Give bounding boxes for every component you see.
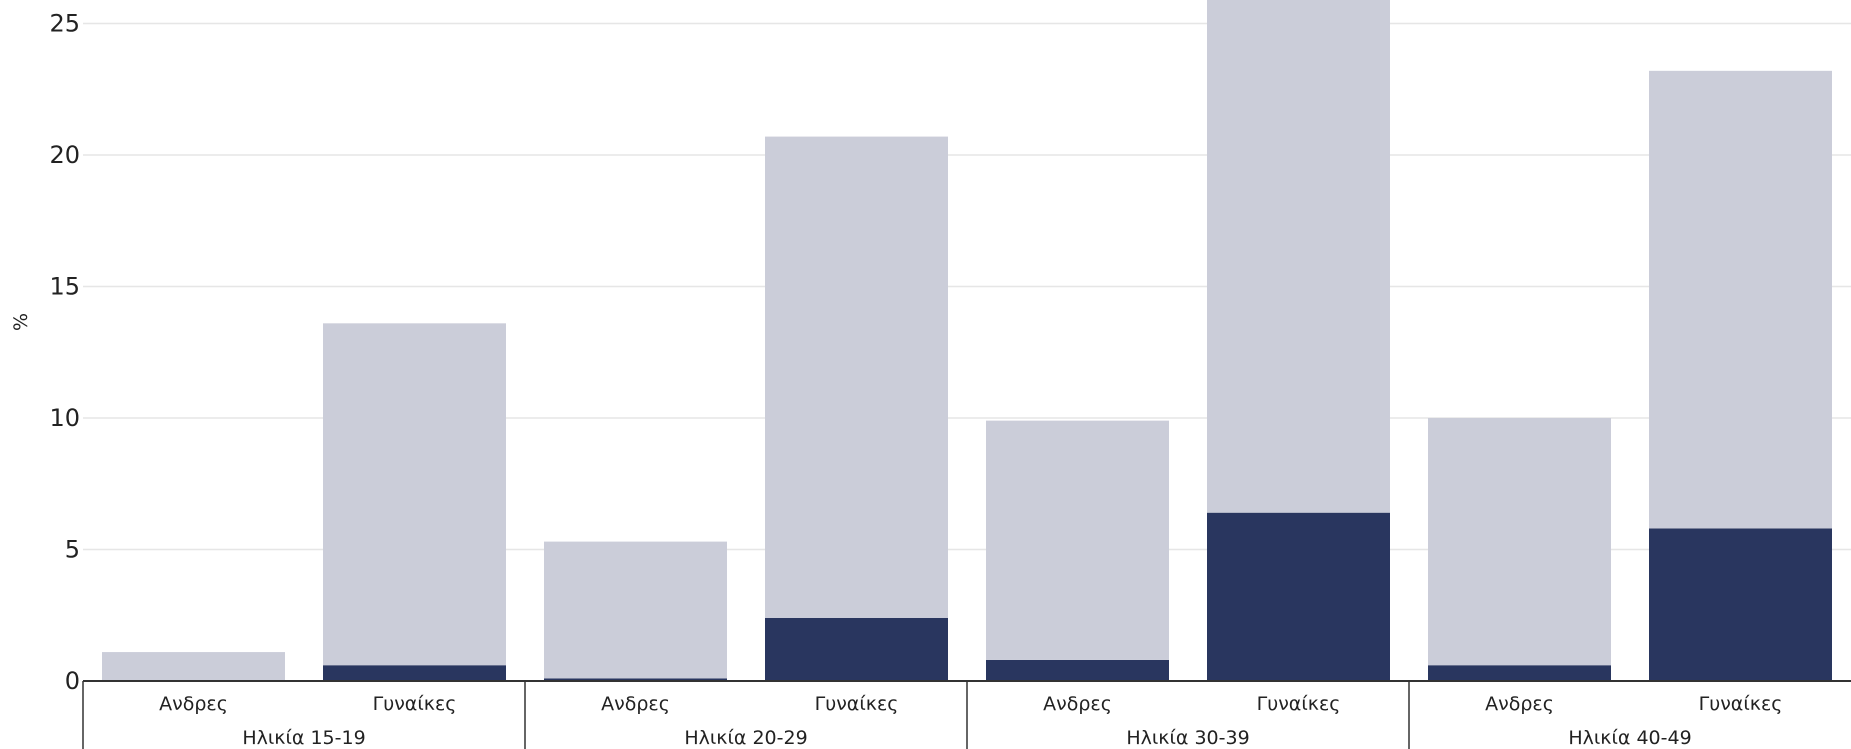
bar-segment <box>544 678 727 681</box>
bar-segment <box>1649 70 1832 529</box>
bar-segment <box>1207 0 1390 513</box>
y-axis-label: % <box>10 313 32 331</box>
x-category-label: Ανδρες <box>1043 693 1112 715</box>
x-category-label: Ανδρες <box>159 693 228 715</box>
x-category-label: Γυναίκες <box>373 693 457 715</box>
x-group-label: Ηλικία 30-39 <box>1126 727 1249 749</box>
bar-segment <box>1207 512 1390 681</box>
x-category-label: Γυναίκες <box>815 693 899 715</box>
y-tick-label: 15 <box>49 273 80 301</box>
x-group-label: Ηλικία 20-29 <box>684 727 807 749</box>
bars <box>102 0 1832 681</box>
bar-segment <box>323 665 506 681</box>
x-group-label: Ηλικία 40-49 <box>1568 727 1691 749</box>
bar-segment <box>1428 418 1611 666</box>
bar-segment <box>544 541 727 679</box>
x-category-label: Γυναίκες <box>1257 693 1341 715</box>
y-tick-label: 25 <box>49 10 80 38</box>
bar-segment <box>765 136 948 618</box>
x-group-label: Ηλικία 15-19 <box>242 727 365 749</box>
y-tick-label: 5 <box>65 536 80 564</box>
bar-segment <box>1649 528 1832 681</box>
x-category-label: Γυναίκες <box>1699 693 1783 715</box>
y-tick-label: 20 <box>49 141 80 169</box>
x-category-label: Ανδρες <box>1485 693 1554 715</box>
bar-segment <box>986 420 1169 660</box>
x-axis-categories: Ανδρες Γυναίκες Ανδρες Γυναίκες Ανδρες Γυναίκ… <box>159 693 1782 749</box>
y-axis-ticks: 0 5 10 15 20 25 <box>49 10 80 696</box>
bar-segment <box>102 652 285 681</box>
bar-segment <box>986 659 1169 681</box>
x-category-label: Ανδρες <box>601 693 670 715</box>
y-tick-label: 0 <box>65 667 80 695</box>
y-tick-label: 10 <box>49 404 80 432</box>
bar-segment <box>1428 665 1611 681</box>
bar-segment <box>765 617 948 681</box>
x-axis <box>82 680 1851 749</box>
bar-segment <box>323 323 506 666</box>
